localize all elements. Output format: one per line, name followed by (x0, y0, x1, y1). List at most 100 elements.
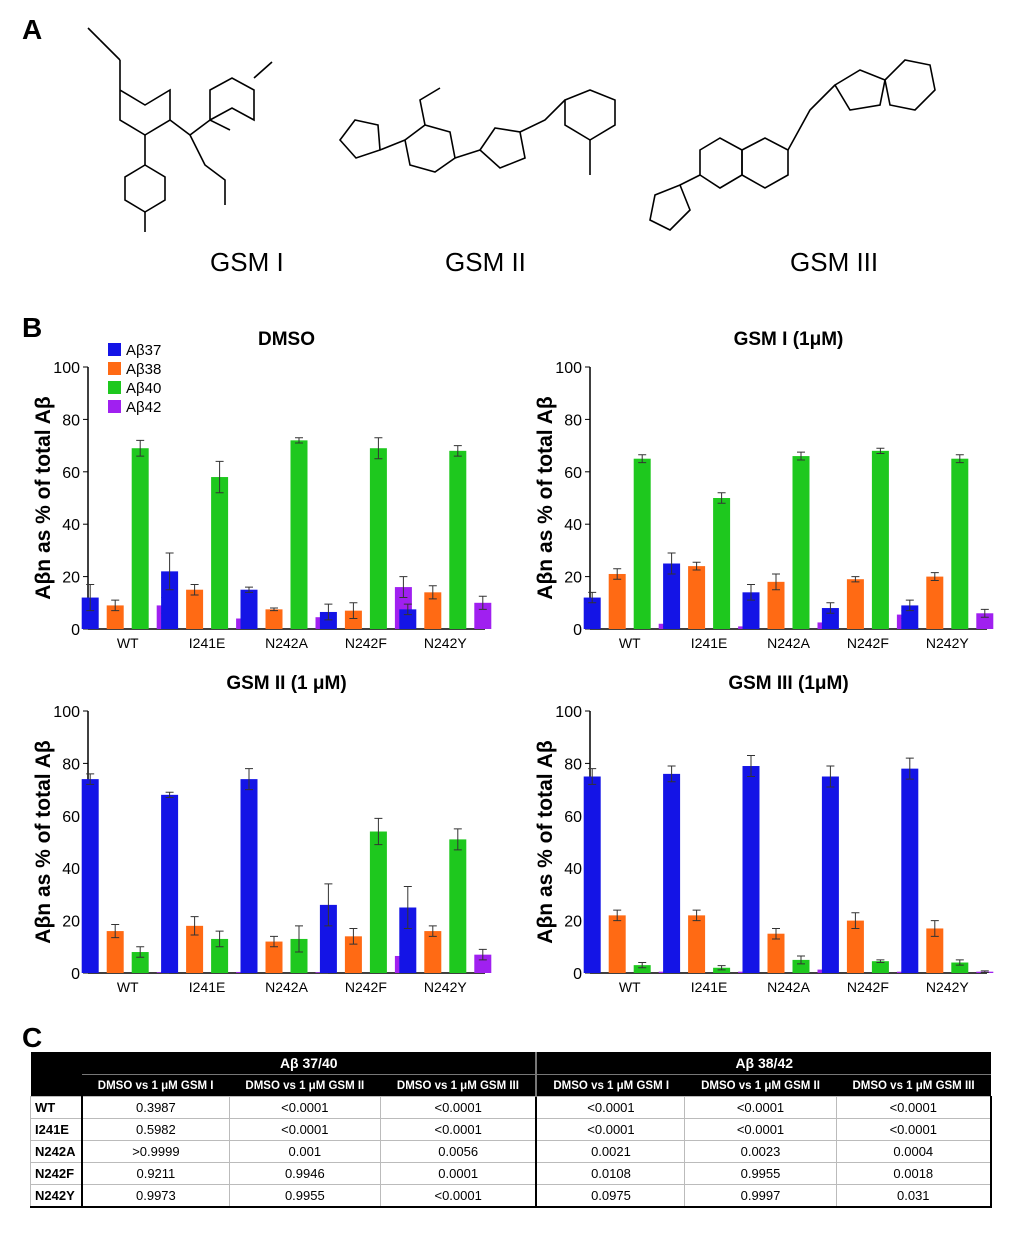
bar (186, 589, 204, 629)
error-bar (667, 552, 676, 575)
error-bar (826, 765, 835, 788)
error-bar (478, 595, 487, 610)
x-tick-label: N242A (767, 635, 810, 651)
error-bar (453, 445, 462, 457)
error-bar (295, 925, 303, 953)
y-tick-label: 0 (573, 966, 582, 983)
x-tick-label: N242Y (424, 979, 467, 995)
y-tick-label: 20 (564, 570, 582, 587)
error-bar (797, 955, 805, 965)
bar (688, 915, 706, 973)
bar (846, 920, 864, 973)
bar (424, 592, 442, 629)
x-tick-label: N242Y (926, 979, 969, 995)
column-header: DMSO vs 1 μM GSM I (536, 1074, 685, 1097)
error-bar (772, 927, 780, 940)
error-bar (747, 583, 755, 601)
y-tick-label: 40 (564, 861, 582, 878)
error-bar (588, 591, 597, 604)
error-bar (165, 552, 174, 591)
table-cell: 0.9211 (81, 1162, 230, 1185)
bar (713, 498, 731, 629)
error-bar (797, 451, 805, 461)
x-tick-label: N242F (345, 635, 387, 651)
legend-swatch (108, 343, 121, 356)
bar (871, 961, 889, 973)
bar (713, 967, 731, 973)
y-tick-label: 0 (71, 966, 80, 983)
error-bar (955, 959, 964, 966)
error-bar (403, 603, 412, 616)
bar (742, 766, 760, 973)
x-tick-label: N242A (767, 979, 810, 995)
table-row: WT 0.3987 <0.0001 <0.0001 <0.0001 <0.0001 <0.0… (30, 1096, 992, 1119)
error-bar (165, 791, 174, 798)
bar (161, 794, 179, 973)
error-bar (478, 948, 487, 961)
bar (608, 573, 626, 629)
error-bar (245, 586, 253, 593)
error-bar (428, 585, 437, 600)
x-tick-label: N242Y (424, 635, 467, 651)
error-bar (692, 561, 701, 571)
error-bar (876, 959, 885, 964)
structure-gsm-1 (87, 27, 273, 232)
table-cell: <0.0001 (835, 1096, 992, 1119)
x-tick-label: WT (117, 979, 139, 995)
table-cell: 0.031 (835, 1184, 992, 1208)
chart-2: GSM II (1 μM) 0 20 40 60 80 100 Aβn as % of tot… (32, 673, 492, 995)
error-bar (717, 965, 726, 971)
error-bar (136, 439, 145, 457)
error-bar (692, 909, 701, 922)
table-cell: 0.9955 (684, 1162, 837, 1185)
legend-label: Aβ38 (126, 361, 161, 378)
panel-label-c: C (22, 1022, 43, 1053)
bar-charts: DMSO 0 20 40 60 80 100 Aβn as % of total Aβ WT I2… (32, 329, 994, 995)
error-bar (905, 599, 914, 612)
bar (821, 776, 839, 973)
x-tick-label: I241E (189, 979, 226, 995)
error-bar (349, 602, 358, 620)
error-bar (295, 437, 303, 444)
bar (792, 959, 810, 973)
chemical-structures (87, 27, 936, 232)
bar (290, 440, 308, 629)
table-cell: 0.9946 (228, 1162, 381, 1185)
compound-name-gsm2: GSM II (445, 247, 526, 277)
y-tick-label: 100 (53, 704, 80, 721)
y-tick-label: 0 (71, 622, 80, 639)
y-tick-label: 80 (62, 412, 80, 429)
bar (211, 938, 229, 973)
bar (951, 458, 969, 629)
compound-name-gsm1: GSM I (210, 247, 284, 277)
bar (901, 768, 919, 973)
row-label: WT (30, 1096, 83, 1119)
table-cell: <0.0001 (535, 1118, 686, 1141)
bar (240, 779, 258, 973)
legend-swatch (108, 400, 121, 413)
error-bar (717, 492, 726, 504)
bar (608, 915, 626, 973)
error-bar (111, 924, 120, 939)
bar (767, 581, 785, 629)
y-tick-label: 100 (53, 360, 80, 377)
bar (131, 448, 149, 629)
legend-swatch (108, 381, 121, 394)
chart-1: GSM I (1μM) 0 20 40 60 80 100 Aβn as % of total… (534, 329, 994, 651)
bar (846, 579, 864, 629)
table-cell: <0.0001 (379, 1184, 538, 1208)
bar (369, 831, 387, 973)
error-bar (851, 912, 860, 929)
bar (926, 576, 944, 629)
error-bar (613, 568, 622, 580)
panel-label-a: A (22, 14, 43, 45)
y-tick-label: 100 (555, 704, 582, 721)
column-header: DMSO vs 1 μM GSM III (380, 1074, 538, 1097)
chart-title: GSM II (1 μM) (226, 673, 346, 694)
y-tick-label: 100 (555, 360, 582, 377)
error-bar (428, 925, 437, 937)
error-bar (349, 927, 358, 945)
legend-label: Aβ42 (126, 399, 161, 416)
bar (976, 613, 994, 629)
column-header: DMSO vs 1 μM GSM III (836, 1074, 991, 1097)
